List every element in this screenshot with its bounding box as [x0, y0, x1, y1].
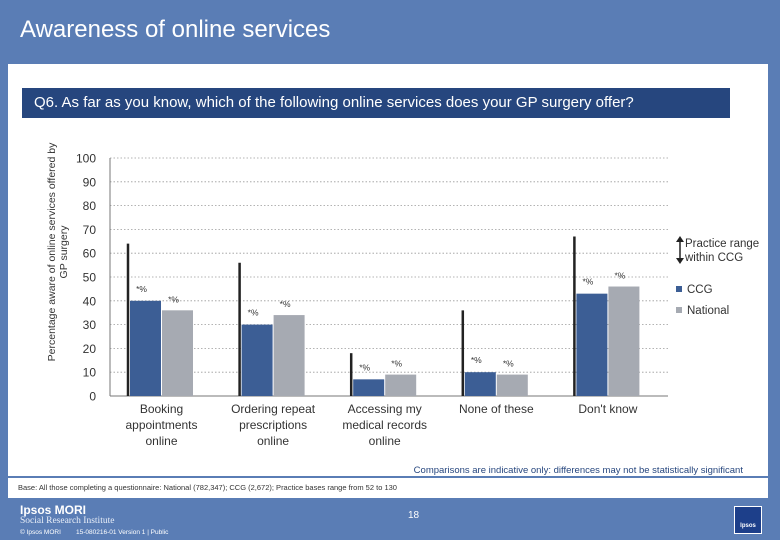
data-label: *%: [503, 359, 514, 369]
data-label: *%: [614, 271, 625, 281]
y-tick-label: 70: [83, 223, 97, 237]
national-bar: [162, 310, 193, 396]
legend-national-label: National: [687, 305, 729, 317]
x-tick-label: Don't know: [578, 402, 637, 416]
y-tick-label: 100: [76, 152, 96, 166]
national-bar: [496, 374, 528, 396]
x-tick-label: appointments: [125, 418, 197, 432]
y-axis-title-line: GP surgery: [58, 225, 70, 279]
data-label: *%: [471, 355, 482, 365]
x-tick-label: online: [369, 434, 401, 448]
question-band: Q6. As far as you know, which of the fol…: [22, 88, 730, 118]
x-tick-label: prescriptions: [239, 418, 307, 432]
legend-range-arrow-up: [676, 236, 684, 242]
header-band: [0, 0, 780, 64]
legend-range-label: within CCG: [684, 252, 743, 264]
chart-panel: [8, 64, 768, 476]
y-tick-label: 20: [83, 342, 97, 356]
y-tick-label: 0: [89, 390, 96, 404]
data-label: *%: [168, 294, 179, 304]
national-bar: [273, 315, 305, 396]
data-label: *%: [582, 277, 593, 287]
data-label: *%: [359, 362, 370, 372]
x-tick-label: online: [145, 434, 177, 448]
ipsos-logo: Ipsos: [734, 506, 762, 534]
y-axis-title: Percentage aware of online services offe…: [46, 142, 70, 361]
y-tick-label: 90: [83, 175, 97, 189]
data-label: *%: [248, 308, 259, 318]
ccg-bar: [576, 293, 608, 396]
ccg-bar: [464, 372, 496, 396]
national-bar: [608, 286, 640, 396]
x-tick-label: Booking: [140, 402, 183, 416]
legend-range-label: Practice range: [685, 238, 759, 250]
ccg-bar: [353, 379, 385, 396]
y-tick-label: 80: [83, 199, 97, 213]
x-tick-label: None of these: [459, 402, 534, 416]
y-tick-label: 50: [83, 271, 97, 285]
data-label: *%: [136, 284, 147, 294]
legend-national-swatch: [676, 307, 682, 313]
y-axis-title-line: Percentage aware of online services offe…: [46, 142, 58, 361]
y-tick-label: 40: [83, 294, 97, 308]
copyright: © Ipsos MORI: [20, 529, 61, 536]
brand-name: Ipsos MORI: [20, 503, 87, 517]
ccg-bar: [241, 324, 273, 396]
y-tick-label: 10: [83, 366, 97, 380]
base-strip: [8, 478, 768, 498]
ccg-bar: [130, 300, 161, 396]
page-title: Awareness of online services: [20, 16, 331, 43]
legend-range-arrow-down: [676, 258, 684, 264]
comparisons-footnote: Comparisons are indicative only: differe…: [414, 465, 744, 476]
base-note: Base: All those completing a questionnai…: [18, 483, 397, 492]
x-tick-label: online: [257, 434, 289, 448]
y-tick-label: 30: [83, 318, 97, 332]
national-bar: [385, 374, 417, 396]
page-number: 18: [408, 510, 420, 521]
x-tick-label: Accessing my: [348, 402, 422, 416]
logo-text: Ipsos: [740, 523, 756, 529]
data-label: *%: [280, 299, 291, 309]
brand-subtitle: Social Research Institute: [20, 516, 115, 526]
y-tick-label: 60: [83, 247, 97, 261]
job-reference: 15-080216-01 Version 1 | Public: [76, 529, 169, 536]
data-label: *%: [391, 359, 402, 369]
x-tick-label: Ordering repeat: [231, 402, 316, 416]
legend-ccg-swatch: [676, 286, 682, 292]
x-tick-label: medical records: [342, 418, 427, 432]
legend-ccg-label: CCG: [687, 284, 713, 296]
